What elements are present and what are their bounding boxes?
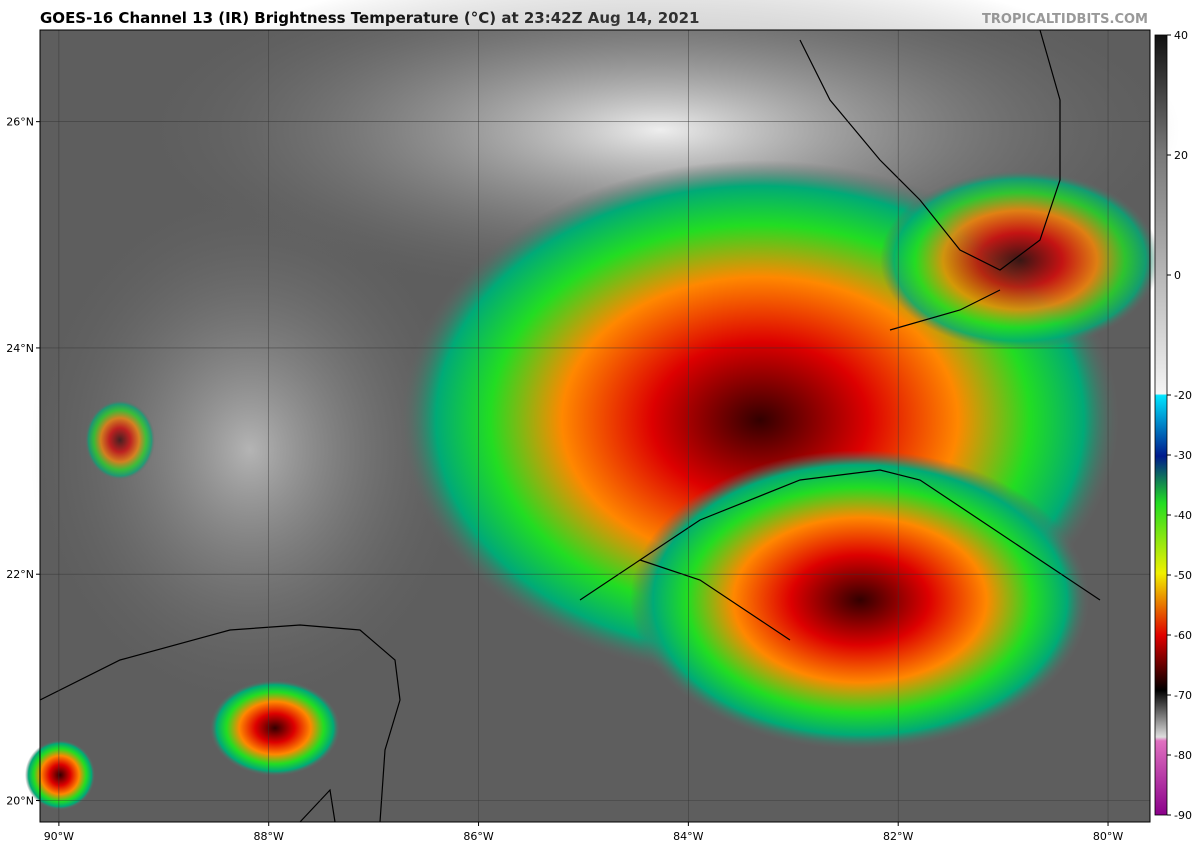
lat-label: 20°N [6,795,34,808]
colorbar-label: -30 [1174,449,1192,462]
colorbar-label: -50 [1174,569,1192,582]
colorbar-label: -60 [1174,629,1192,642]
colorbar-label: -90 [1174,809,1192,822]
colorbar-label: 0 [1174,269,1181,282]
map [25,0,1180,823]
coastline [39,624,401,823]
convection [880,170,1160,350]
lat-label: 26°N [6,116,34,129]
colorbar-label: -40 [1174,509,1192,522]
lon-label: 82°W [883,830,913,843]
convection [630,450,1090,750]
coastline [799,29,1061,331]
lon-label: 88°W [254,830,284,843]
lon-label: 90°W [44,830,74,843]
coastline [579,469,1101,641]
colorbar-label: 40 [1174,29,1188,42]
colorbar-label: -80 [1174,749,1192,762]
lon-label: 80°W [1093,830,1123,843]
lat-label: 24°N [6,342,34,355]
colorbar-label: -20 [1174,389,1192,402]
map-frame [39,29,1151,823]
lat-label: 22°N [6,568,34,581]
convection [25,740,95,810]
cloud [30,190,470,710]
colorbar-label: 20 [1174,149,1188,162]
convection [85,400,155,480]
colorbar [1154,34,1168,816]
lon-label: 84°W [673,830,703,843]
lon-label: 86°W [463,830,493,843]
convection [210,680,340,776]
colorbar-label: -70 [1174,689,1192,702]
